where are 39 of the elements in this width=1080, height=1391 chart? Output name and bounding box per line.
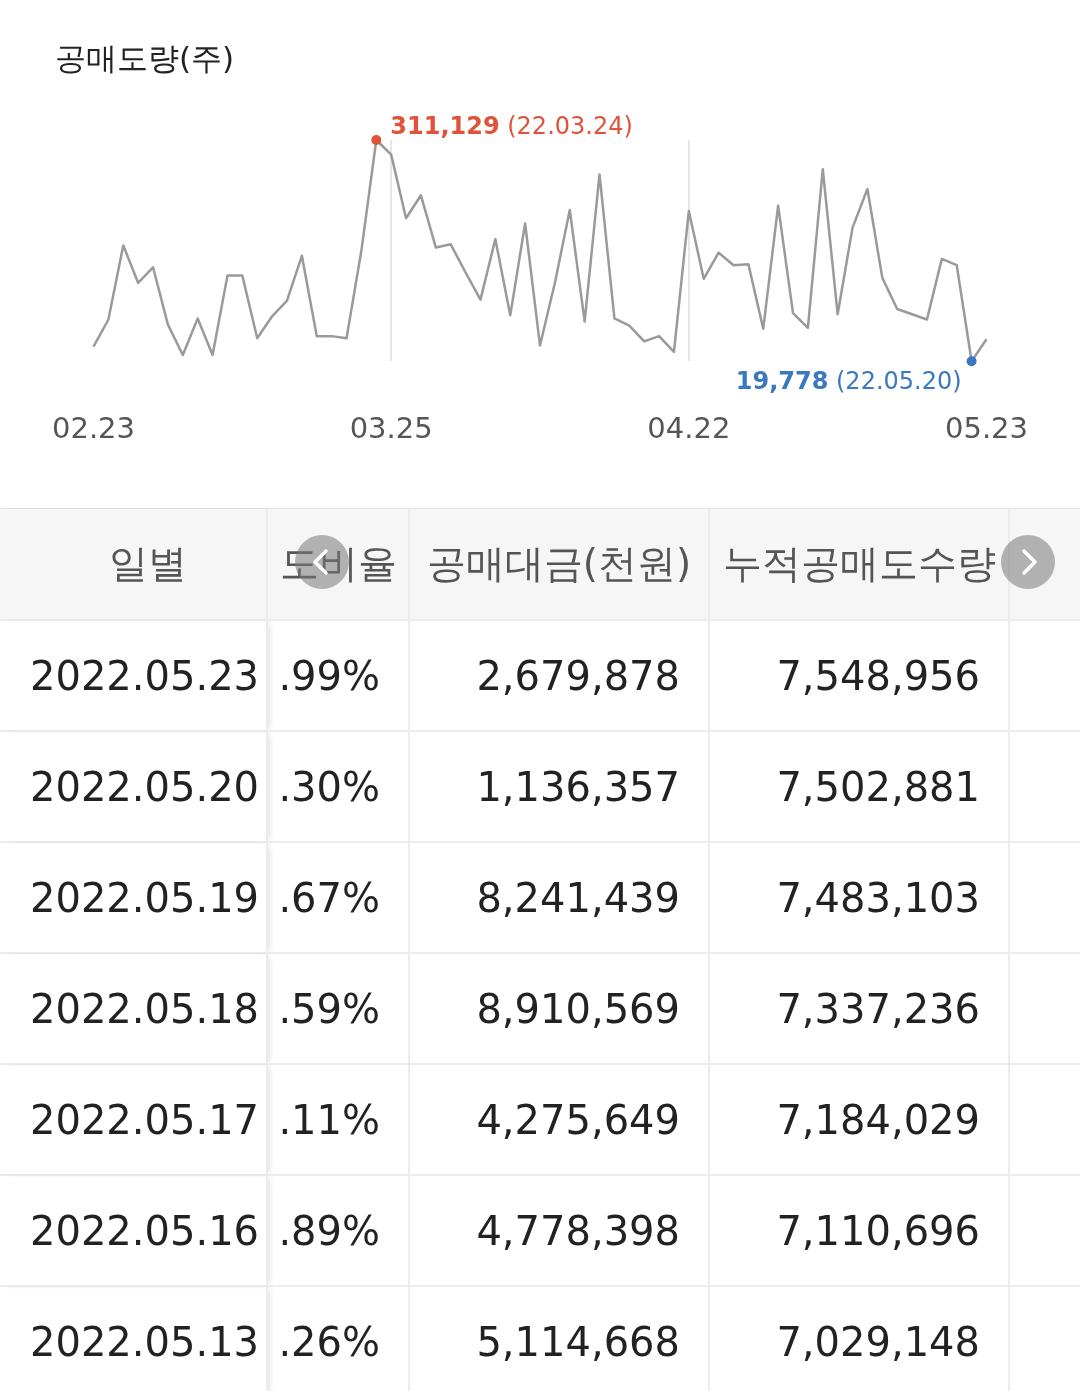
text: .11% bbox=[268, 1065, 410, 1176]
x-tick-label: 04.22 bbox=[647, 411, 731, 446]
x-tick-label: 03.25 bbox=[349, 411, 433, 446]
text: 누적공매도수량 bbox=[710, 509, 1010, 621]
text: 2022.05.20 bbox=[0, 732, 268, 843]
text: 2022.05.23 bbox=[0, 621, 268, 732]
text: 7,548,956 bbox=[710, 621, 1010, 732]
text: .59% bbox=[268, 954, 410, 1065]
text: 2022.05.19 bbox=[0, 843, 268, 954]
text: 2022.05.16 bbox=[0, 1176, 268, 1287]
text: 7,483,103 bbox=[710, 843, 1010, 954]
text: 4,778,398 bbox=[410, 1176, 710, 1287]
chart-title: 공매도량(주) bbox=[55, 39, 235, 78]
data-label: 311,129 (22.03.24) bbox=[390, 112, 633, 141]
text: 2,679,878 bbox=[410, 621, 710, 732]
text: .99% bbox=[268, 621, 410, 732]
text: 2022.05.13 bbox=[0, 1287, 268, 1391]
text: 7,110,696 bbox=[710, 1176, 1010, 1287]
text: 4,275,649 bbox=[410, 1065, 710, 1176]
text: 공매대금(천원) bbox=[410, 509, 710, 621]
text: 8,241,439 bbox=[410, 843, 710, 954]
text: 7,029,148 bbox=[710, 1287, 1010, 1391]
text: 1,136,357 bbox=[410, 732, 710, 843]
text: .30% bbox=[268, 732, 410, 843]
data-label: 19,778 (22.05.20) bbox=[735, 367, 962, 396]
x-tick-label: 05.23 bbox=[944, 411, 1029, 446]
text: 7,337,236 bbox=[710, 954, 1010, 1065]
text: 2022.05.18 bbox=[0, 954, 268, 1065]
text: 일별 bbox=[0, 509, 268, 621]
text: 7,184,029 bbox=[710, 1065, 1010, 1176]
text: .67% bbox=[268, 843, 410, 954]
text: 도비율 bbox=[268, 509, 410, 621]
text: 2022.05.17 bbox=[0, 1065, 268, 1176]
text: .26% bbox=[268, 1287, 410, 1391]
text: .89% bbox=[268, 1176, 410, 1287]
text: 8,910,569 bbox=[410, 954, 710, 1065]
text: 7,502,881 bbox=[710, 732, 1010, 843]
x-tick-label: 02.23 bbox=[51, 411, 136, 446]
text: 5,114,668 bbox=[410, 1287, 710, 1391]
